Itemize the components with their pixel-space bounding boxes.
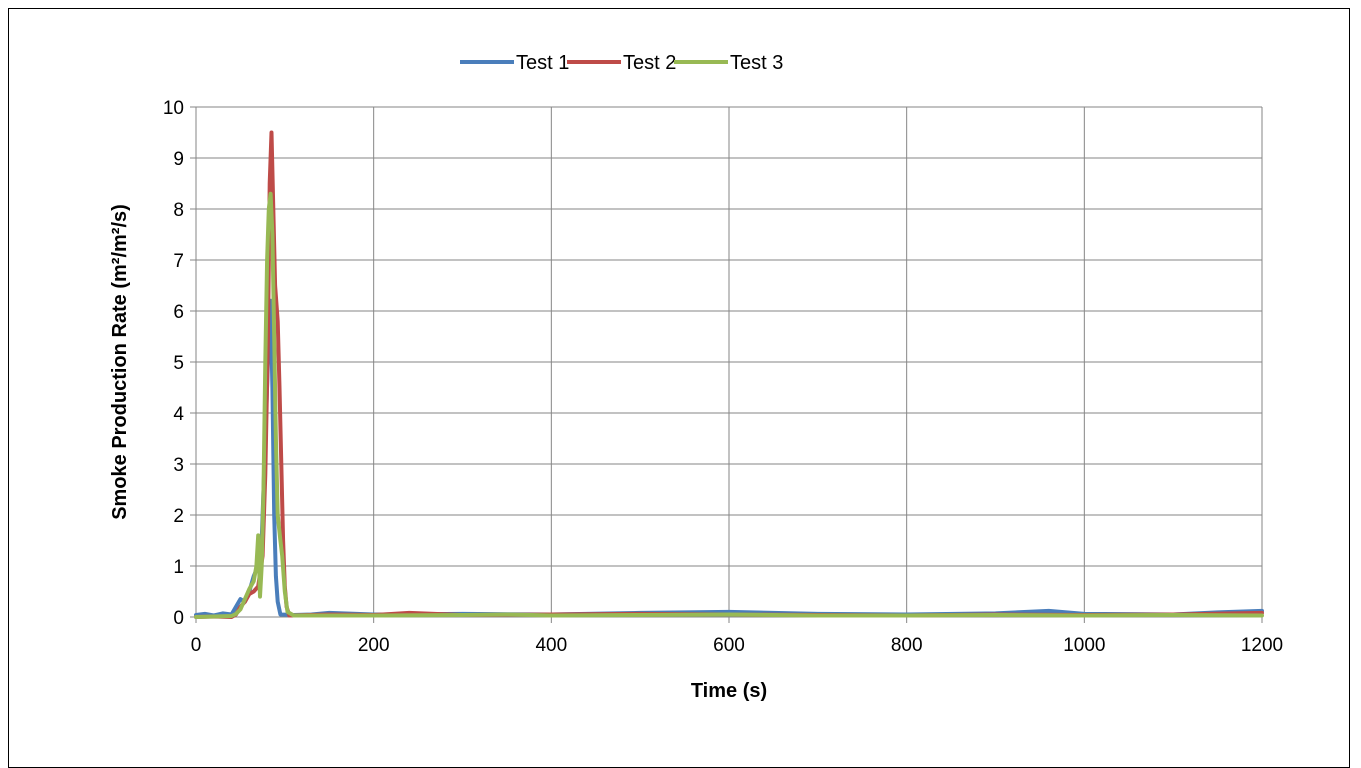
y-axis-title: Smoke Production Rate (m²/m²/s) xyxy=(109,204,131,520)
y-tick-label: 2 xyxy=(173,506,184,527)
series-lines xyxy=(194,130,1264,619)
x-tick-label: 200 xyxy=(358,635,390,656)
x-tick-label: 1200 xyxy=(1241,635,1283,656)
y-tick-label: 5 xyxy=(173,353,184,374)
legend-label-test-2: Test 2 xyxy=(623,52,676,74)
series-line-test-3 xyxy=(194,191,1264,619)
y-tick-label: 6 xyxy=(173,302,184,323)
y-tick-label: 4 xyxy=(173,404,184,425)
y-tick-label: 9 xyxy=(173,149,184,170)
legend: Test 1 Test 2 Test 3 xyxy=(460,52,783,74)
y-tick-label: 7 xyxy=(173,251,184,272)
x-tick-label: 1000 xyxy=(1063,635,1105,656)
y-tick-labels: 0 1 2 3 4 5 6 7 8 9 10 xyxy=(163,98,185,629)
y-tick-label: 0 xyxy=(173,608,184,629)
legend-label-test-3: Test 3 xyxy=(730,52,783,74)
x-axis-title: Time (s) xyxy=(691,680,767,702)
y-tick-label: 10 xyxy=(163,98,184,119)
x-tick-label: 600 xyxy=(713,635,745,656)
x-tick-label: 400 xyxy=(535,635,567,656)
x-tick-label: 800 xyxy=(891,635,923,656)
y-tick-label: 3 xyxy=(173,455,184,476)
chart-frame xyxy=(8,8,1350,768)
legend-label-test-1: Test 1 xyxy=(516,52,569,74)
grid-lines xyxy=(196,106,1263,617)
y-tick-label: 8 xyxy=(173,200,184,221)
x-tick-label: 0 xyxy=(191,635,202,656)
x-tick-labels: 0 200 400 600 800 1000 1200 xyxy=(191,635,1283,656)
axes xyxy=(190,106,1263,623)
y-tick-label: 1 xyxy=(173,557,184,578)
